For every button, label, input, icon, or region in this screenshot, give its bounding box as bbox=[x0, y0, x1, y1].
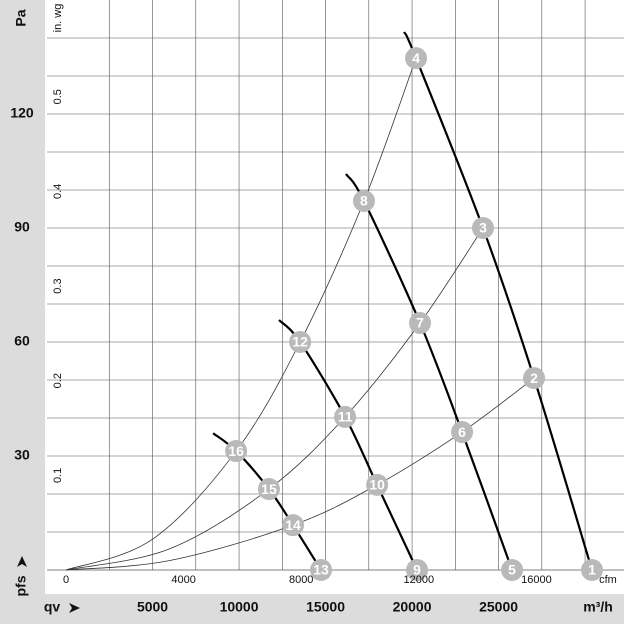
y-tick-label: 90 bbox=[14, 219, 30, 235]
point-label: 9 bbox=[413, 562, 421, 578]
y2-axis-unit: in. wg bbox=[52, 4, 64, 33]
point-label: 15 bbox=[261, 481, 277, 497]
operating-point bbox=[580, 559, 603, 581]
point-label: 4 bbox=[412, 50, 420, 66]
x-tick-label: 15000 bbox=[306, 599, 345, 615]
y-tick-label: 120 bbox=[10, 105, 34, 121]
point-label: 3 bbox=[479, 220, 487, 236]
x-tick-label: 10000 bbox=[220, 599, 259, 615]
point-label: 6 bbox=[458, 424, 466, 440]
point-label: 11 bbox=[338, 409, 353, 425]
grid bbox=[47, 0, 624, 571]
operating-point bbox=[310, 559, 333, 581]
point-label: 8 bbox=[360, 193, 368, 209]
curve bbox=[65, 377, 535, 571]
x-tick-label: 20000 bbox=[393, 599, 432, 615]
x-tick-label: 25000 bbox=[479, 599, 518, 615]
point-label: 10 bbox=[369, 477, 385, 493]
operating-point bbox=[471, 217, 494, 239]
operating-point bbox=[406, 559, 429, 581]
x2-tick-label: 0 bbox=[63, 574, 69, 586]
curve bbox=[65, 227, 484, 571]
operating-point bbox=[282, 514, 305, 537]
arrow bbox=[17, 556, 27, 567]
bottom-strip bbox=[0, 594, 624, 624]
x-axis-label: qv bbox=[44, 599, 61, 615]
x2-tick-label: 12000 bbox=[404, 574, 435, 586]
x-tick-label: 5000 bbox=[137, 599, 168, 615]
x2-tick-label: 16000 bbox=[521, 574, 552, 586]
y-tick-label: 30 bbox=[14, 447, 30, 463]
operating-point bbox=[366, 473, 389, 496]
y-axis-label-bottom: pfs bbox=[13, 575, 29, 596]
operating-point bbox=[451, 421, 474, 444]
operating-point bbox=[225, 440, 248, 463]
y2-tick-label: 0.2 bbox=[52, 373, 64, 388]
point-label: 16 bbox=[228, 443, 244, 459]
y2-tick-label: 0.4 bbox=[52, 184, 64, 199]
point-label: 7 bbox=[416, 315, 424, 331]
x-axis-unit: m³/h bbox=[583, 599, 613, 615]
operating-point bbox=[405, 47, 428, 70]
operating-point bbox=[409, 312, 432, 334]
curve bbox=[403, 31, 594, 571]
labels: Pa pfs qv m³/h cfm in. wg 3060901200.10.… bbox=[10, 4, 617, 615]
x2-axis-unit: cfm bbox=[599, 574, 617, 586]
y2-tick-label: 0.3 bbox=[52, 278, 64, 293]
point-label: 1 bbox=[588, 562, 596, 578]
operating-point bbox=[501, 559, 524, 581]
operating-point bbox=[289, 331, 312, 353]
y-axis-label: Pa bbox=[13, 9, 29, 26]
arrow bbox=[69, 603, 80, 613]
curve bbox=[65, 58, 417, 571]
y-tick-label: 60 bbox=[14, 333, 30, 349]
point-label: 12 bbox=[292, 334, 308, 350]
operating-point bbox=[352, 190, 375, 213]
point-label: 13 bbox=[313, 562, 329, 578]
point-label: 14 bbox=[285, 517, 301, 533]
operating-point bbox=[257, 478, 280, 501]
point-label: 5 bbox=[508, 562, 516, 578]
operating-point bbox=[523, 367, 546, 390]
y2-tick-label: 0.1 bbox=[52, 468, 64, 483]
operating-point bbox=[334, 405, 357, 428]
x2-tick-label: 8000 bbox=[289, 574, 313, 586]
x2-tick-label: 4000 bbox=[171, 574, 195, 586]
point-label: 2 bbox=[530, 370, 538, 386]
y2-tick-label: 0.5 bbox=[52, 89, 64, 104]
left-strip bbox=[0, 0, 45, 624]
